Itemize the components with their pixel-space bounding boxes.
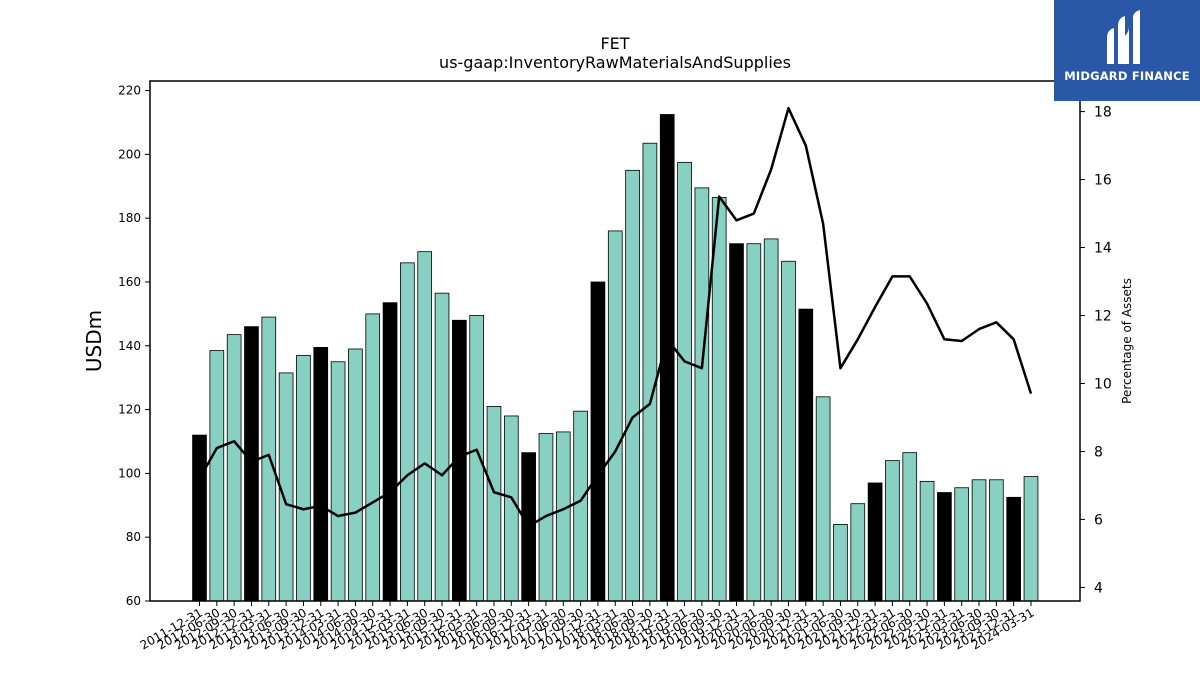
y2-axis-ticks: 4 6 8 10 12 14 16 18 bbox=[1080, 105, 1112, 596]
y-tick-label: 80 bbox=[126, 530, 141, 544]
bar bbox=[694, 187, 710, 602]
y-tick-label: 180 bbox=[118, 211, 141, 225]
y2-tick-label: 4 bbox=[1094, 580, 1103, 596]
bar bbox=[746, 243, 762, 602]
y-axis-ticks: 60 80 100 120 140 160 180 200 220 bbox=[118, 84, 150, 608]
y-tick-label: 140 bbox=[118, 339, 141, 353]
y2-tick-label: 10 bbox=[1094, 376, 1112, 392]
y2-axis-label: Percentage of Assets bbox=[1120, 278, 1134, 404]
percentage-line bbox=[198, 106, 1033, 528]
y2-tick-label: 16 bbox=[1094, 173, 1112, 189]
bar bbox=[711, 197, 727, 602]
bar bbox=[1006, 496, 1022, 602]
y-tick-label: 120 bbox=[118, 403, 141, 417]
bar bbox=[677, 161, 692, 602]
bar bbox=[382, 302, 398, 602]
bar-group bbox=[192, 114, 1039, 602]
bar bbox=[850, 503, 866, 602]
bar bbox=[486, 405, 502, 602]
logo-text: MIDGARD FINANCE bbox=[1064, 69, 1190, 83]
bar bbox=[989, 479, 1004, 602]
x-axis-ticks: 2011-12-312012-06-302012-09-302012-12-31… bbox=[138, 601, 1037, 652]
bar bbox=[642, 142, 658, 602]
bar bbox=[919, 480, 935, 602]
bar bbox=[815, 396, 831, 602]
bar bbox=[400, 262, 415, 602]
y2-tick-label: 6 bbox=[1094, 512, 1103, 528]
bar bbox=[417, 251, 433, 602]
midgard-finance-logo: MIDGARD FINANCE bbox=[1054, 0, 1200, 101]
bar bbox=[503, 415, 519, 602]
y-tick-label: 220 bbox=[118, 84, 141, 98]
bar bbox=[607, 230, 623, 602]
y-tick-label: 160 bbox=[118, 275, 141, 289]
bar bbox=[937, 492, 952, 602]
bar bbox=[971, 479, 987, 602]
bar bbox=[625, 169, 640, 602]
bar bbox=[348, 348, 363, 602]
chart-subtitle: us-gaap:InventoryRawMaterialsAndSupplies bbox=[439, 53, 791, 72]
bar bbox=[902, 452, 918, 602]
bar bbox=[729, 243, 744, 602]
y-tick-label: 100 bbox=[118, 466, 141, 480]
y-axis-label: USDm bbox=[82, 310, 106, 372]
bar bbox=[226, 334, 242, 602]
bar bbox=[1023, 476, 1039, 602]
bar bbox=[313, 346, 329, 602]
bar bbox=[867, 482, 883, 602]
bar bbox=[555, 431, 571, 602]
bar bbox=[885, 460, 900, 602]
bar bbox=[590, 281, 606, 602]
y2-tick-label: 14 bbox=[1094, 241, 1112, 257]
bar bbox=[365, 313, 381, 602]
plot-frame bbox=[149, 80, 1081, 602]
bar bbox=[209, 350, 225, 602]
bar bbox=[781, 260, 796, 602]
chart-title: FET bbox=[600, 34, 629, 53]
y2-tick-label: 8 bbox=[1094, 444, 1103, 460]
bar bbox=[469, 315, 484, 602]
y-tick-label: 200 bbox=[118, 147, 141, 161]
bar bbox=[434, 292, 450, 602]
bar bbox=[798, 308, 814, 602]
bar bbox=[763, 238, 779, 602]
midgard-logo-icon bbox=[1107, 10, 1140, 64]
y2-tick-label: 18 bbox=[1094, 105, 1112, 121]
bar bbox=[573, 410, 588, 602]
bar bbox=[261, 316, 277, 602]
line-group bbox=[198, 106, 1033, 528]
bar bbox=[244, 326, 259, 602]
y-tick-label: 60 bbox=[126, 594, 141, 608]
bar bbox=[954, 487, 970, 602]
y2-tick-label: 12 bbox=[1094, 309, 1112, 325]
bar bbox=[330, 361, 346, 602]
bar bbox=[833, 524, 848, 602]
bar bbox=[296, 354, 311, 602]
bar bbox=[192, 434, 207, 602]
